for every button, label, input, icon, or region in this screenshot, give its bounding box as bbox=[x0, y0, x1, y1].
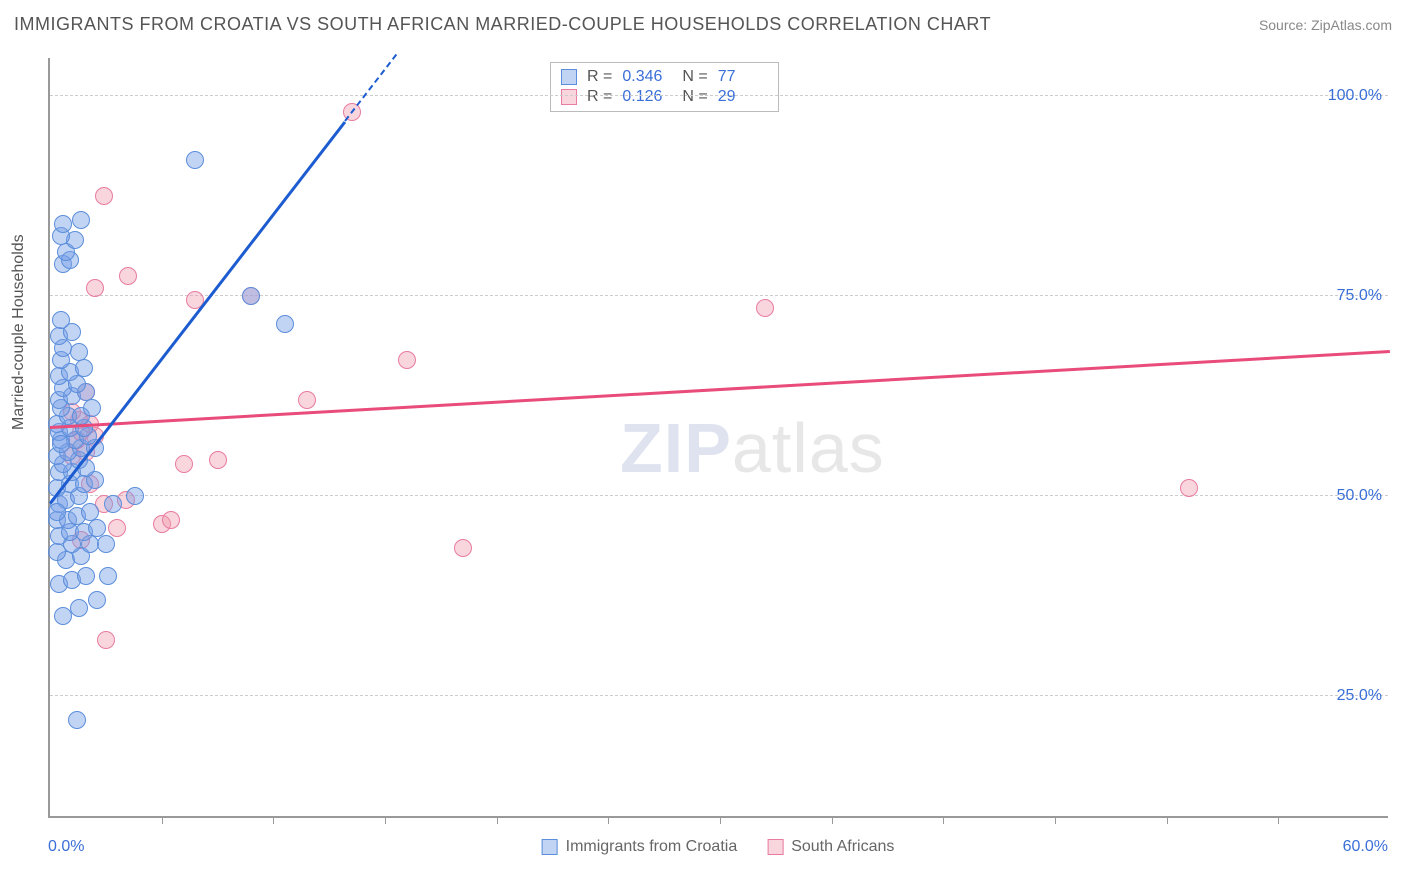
point-blue bbox=[81, 503, 99, 521]
point-blue bbox=[88, 591, 106, 609]
r-value: 0.126 bbox=[622, 88, 672, 106]
n-value: 77 bbox=[718, 68, 768, 86]
scatter-chart: ZIPatlas R = 0.346 N = 77 R = 0.126 N = 29 25.0… bbox=[48, 58, 1388, 818]
legend-item: Immigrants from Croatia bbox=[542, 838, 738, 856]
r-value: 0.346 bbox=[622, 68, 672, 86]
point-pink bbox=[108, 519, 126, 537]
point-pink bbox=[209, 451, 227, 469]
swatch-icon bbox=[767, 839, 783, 855]
point-blue bbox=[99, 567, 117, 585]
point-pink bbox=[756, 299, 774, 317]
x-tick bbox=[162, 816, 163, 824]
point-pink bbox=[454, 539, 472, 557]
point-pink bbox=[95, 187, 113, 205]
point-blue bbox=[242, 287, 260, 305]
point-pink bbox=[162, 511, 180, 529]
point-blue bbox=[75, 359, 93, 377]
x-tick bbox=[385, 816, 386, 824]
x-tick bbox=[832, 816, 833, 824]
r-label: R = bbox=[587, 88, 612, 106]
x-tick bbox=[497, 816, 498, 824]
point-pink bbox=[298, 391, 316, 409]
x-tick bbox=[273, 816, 274, 824]
swatch-icon bbox=[542, 839, 558, 855]
x-tick bbox=[1167, 816, 1168, 824]
n-label: N = bbox=[682, 88, 707, 106]
point-blue bbox=[70, 343, 88, 361]
point-blue bbox=[97, 535, 115, 553]
point-blue bbox=[48, 503, 66, 521]
point-blue bbox=[88, 519, 106, 537]
n-value: 29 bbox=[718, 88, 768, 106]
corr-row: R = 0.346 N = 77 bbox=[561, 67, 768, 87]
x-tick bbox=[943, 816, 944, 824]
y-tick-label: 100.0% bbox=[1328, 87, 1382, 105]
gridline bbox=[50, 695, 1388, 696]
point-blue bbox=[83, 399, 101, 417]
legend-item: South Africans bbox=[767, 838, 894, 856]
point-blue bbox=[186, 151, 204, 169]
x-tick bbox=[1055, 816, 1056, 824]
chart-title: IMMIGRANTS FROM CROATIA VS SOUTH AFRICAN… bbox=[14, 14, 991, 35]
source-label: Source: ZipAtlas.com bbox=[1259, 17, 1392, 33]
point-pink bbox=[175, 455, 193, 473]
r-label: R = bbox=[587, 68, 612, 86]
x-axis: 0.0% Immigrants from Croatia South Africa… bbox=[48, 838, 1388, 868]
point-blue bbox=[52, 311, 70, 329]
y-tick-label: 75.0% bbox=[1337, 287, 1382, 305]
legend-label: Immigrants from Croatia bbox=[566, 838, 738, 856]
x-tick bbox=[608, 816, 609, 824]
trend-pink bbox=[50, 350, 1390, 428]
point-blue bbox=[70, 599, 88, 617]
correlation-legend: R = 0.346 N = 77 R = 0.126 N = 29 bbox=[550, 62, 779, 112]
series-legend: Immigrants from Croatia South Africans bbox=[542, 838, 895, 856]
point-pink bbox=[97, 631, 115, 649]
point-blue bbox=[52, 435, 70, 453]
point-blue bbox=[77, 567, 95, 585]
point-pink bbox=[1180, 479, 1198, 497]
watermark: ZIPatlas bbox=[620, 408, 885, 488]
trend-blue bbox=[49, 120, 346, 503]
x-tick bbox=[1278, 816, 1279, 824]
gridline bbox=[50, 95, 1388, 96]
point-blue bbox=[126, 487, 144, 505]
y-tick-label: 25.0% bbox=[1337, 687, 1382, 705]
n-label: N = bbox=[682, 68, 707, 86]
x-tick bbox=[720, 816, 721, 824]
y-tick-label: 50.0% bbox=[1337, 487, 1382, 505]
swatch-icon bbox=[561, 69, 577, 85]
y-axis-title: Married-couple Households bbox=[10, 234, 28, 430]
point-blue bbox=[54, 215, 72, 233]
point-pink bbox=[119, 267, 137, 285]
x-max-label: 60.0% bbox=[1343, 838, 1388, 856]
swatch-icon bbox=[561, 89, 577, 105]
point-blue bbox=[104, 495, 122, 513]
point-pink bbox=[86, 279, 104, 297]
point-blue bbox=[72, 211, 90, 229]
point-blue bbox=[276, 315, 294, 333]
corr-row: R = 0.126 N = 29 bbox=[561, 87, 768, 107]
x-min-label: 0.0% bbox=[48, 838, 84, 856]
legend-label: South Africans bbox=[791, 838, 894, 856]
point-blue bbox=[68, 711, 86, 729]
trend-blue-dash bbox=[344, 54, 397, 122]
point-pink bbox=[398, 351, 416, 369]
